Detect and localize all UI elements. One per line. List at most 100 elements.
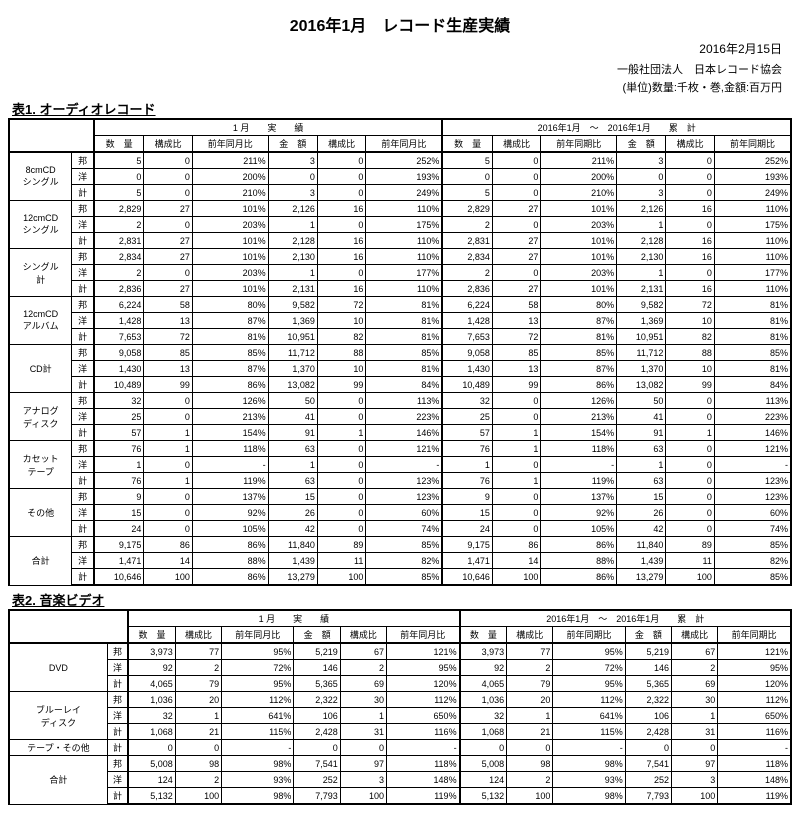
data-cell: 93% — [553, 772, 625, 788]
data-cell: 1 — [617, 217, 666, 233]
data-cell: 85% — [541, 345, 617, 361]
subcategory-cell: 計 — [107, 788, 128, 805]
data-cell: 81% — [714, 297, 791, 313]
category-cell: CD計 — [9, 345, 72, 393]
data-cell: 86 — [492, 537, 540, 553]
data-cell: 95% — [387, 660, 460, 676]
category-cell: ブルーレイディスク — [9, 692, 107, 740]
data-cell: 50 — [268, 393, 317, 409]
subcategory-cell: 計 — [107, 676, 128, 692]
category-cell: シングル計 — [9, 249, 72, 297]
table-row: 計240105%42074%240105%42074% — [9, 521, 791, 537]
data-cell: 16 — [317, 281, 365, 297]
data-cell: 0 — [144, 489, 192, 505]
data-cell: 16 — [666, 201, 714, 217]
table-row: 洋1,4281387%1,3691081%1,4281387%1,3691081… — [9, 313, 791, 329]
data-cell: 0 — [144, 265, 192, 281]
data-cell: 0 — [666, 217, 714, 233]
data-cell: 124 — [128, 772, 175, 788]
data-cell: 0 — [144, 169, 192, 185]
data-cell: 121% — [366, 441, 443, 457]
data-cell: 32 — [460, 708, 507, 724]
data-cell: 88% — [541, 553, 617, 569]
table-row: 12cmCDアルバム邦6,2245880%9,5827281%6,2245880… — [9, 297, 791, 313]
data-cell: 98% — [553, 788, 625, 805]
data-cell: 2,834 — [94, 249, 144, 265]
data-cell: - — [718, 740, 791, 756]
data-cell: 57 — [94, 425, 144, 441]
data-cell: 252% — [714, 152, 791, 169]
subcategory-cell: 洋 — [72, 313, 94, 329]
data-cell: 9,582 — [268, 297, 317, 313]
subcategory-cell: 洋 — [107, 660, 128, 676]
data-cell: 63 — [617, 441, 666, 457]
data-cell: 101% — [541, 233, 617, 249]
data-cell: 110% — [366, 201, 443, 217]
data-cell: 82 — [666, 329, 714, 345]
data-cell: 650% — [718, 708, 791, 724]
data-cell: 1,370 — [268, 361, 317, 377]
category-cell: カセットテープ — [9, 441, 72, 489]
data-cell: 0 — [317, 185, 365, 201]
unit-label: (単位)数量:千枚・巻,金額:百万円 — [18, 79, 782, 95]
data-cell: 86% — [192, 569, 268, 586]
category-cell: 12cmCDアルバム — [9, 297, 72, 345]
data-cell: 137% — [192, 489, 268, 505]
data-cell: 0 — [144, 457, 192, 473]
table-row: 計2,83127101%2,12816110%2,83127101%2,1281… — [9, 233, 791, 249]
data-cell: 11,712 — [617, 345, 666, 361]
data-cell: 85 — [492, 345, 540, 361]
table1-title: 表1. オーディオレコード — [12, 99, 792, 118]
data-cell: 0 — [492, 457, 540, 473]
data-cell: 1,471 — [94, 553, 144, 569]
data-cell: 200% — [541, 169, 617, 185]
data-cell: 100 — [492, 569, 540, 586]
data-cell: 110% — [714, 249, 791, 265]
data-cell: 249% — [366, 185, 443, 201]
data-cell: 86 — [144, 537, 192, 553]
data-cell: 10,951 — [268, 329, 317, 345]
data-cell: 2 — [175, 660, 221, 676]
data-cell: 0 — [94, 169, 144, 185]
data-cell: 11,840 — [617, 537, 666, 553]
data-cell: 0 — [507, 740, 553, 756]
table-row: 洋92272%146295%92272%146295% — [9, 660, 791, 676]
data-cell: 1,036 — [128, 692, 175, 708]
data-cell: 1,428 — [94, 313, 144, 329]
data-cell: 112% — [553, 692, 625, 708]
data-cell: 146% — [366, 425, 443, 441]
data-cell: 89 — [666, 537, 714, 553]
data-cell: 1 — [492, 425, 540, 441]
data-cell: 252% — [366, 152, 443, 169]
data-cell: 6,224 — [94, 297, 144, 313]
data-cell: 0 — [492, 489, 540, 505]
data-cell: 82% — [366, 553, 443, 569]
data-cell: 2,130 — [268, 249, 317, 265]
data-cell: 0 — [294, 740, 340, 756]
data-cell: 95% — [222, 643, 294, 660]
data-cell: 0 — [317, 409, 365, 425]
data-cell: 27 — [492, 249, 540, 265]
data-cell: 7,653 — [442, 329, 492, 345]
data-cell: 31 — [340, 724, 386, 740]
data-cell: 0 — [144, 521, 192, 537]
data-cell: 1 — [144, 441, 192, 457]
data-cell: 1,068 — [128, 724, 175, 740]
data-cell: 5 — [442, 185, 492, 201]
data-cell: - — [553, 740, 625, 756]
data-cell: 118% — [192, 441, 268, 457]
data-cell: 123% — [714, 473, 791, 489]
subcategory-cell: 計 — [72, 377, 94, 393]
data-cell: 10,646 — [94, 569, 144, 586]
data-cell: 81% — [366, 361, 443, 377]
data-cell: 11 — [317, 553, 365, 569]
data-cell: 121% — [718, 643, 791, 660]
data-cell: 1 — [617, 265, 666, 281]
data-cell: 30 — [340, 692, 386, 708]
data-cell: 92 — [460, 660, 507, 676]
data-cell: 81% — [192, 329, 268, 345]
data-cell: 98% — [553, 756, 625, 772]
data-cell: 123% — [714, 489, 791, 505]
data-cell: 101% — [192, 201, 268, 217]
data-cell: 4,065 — [460, 676, 507, 692]
